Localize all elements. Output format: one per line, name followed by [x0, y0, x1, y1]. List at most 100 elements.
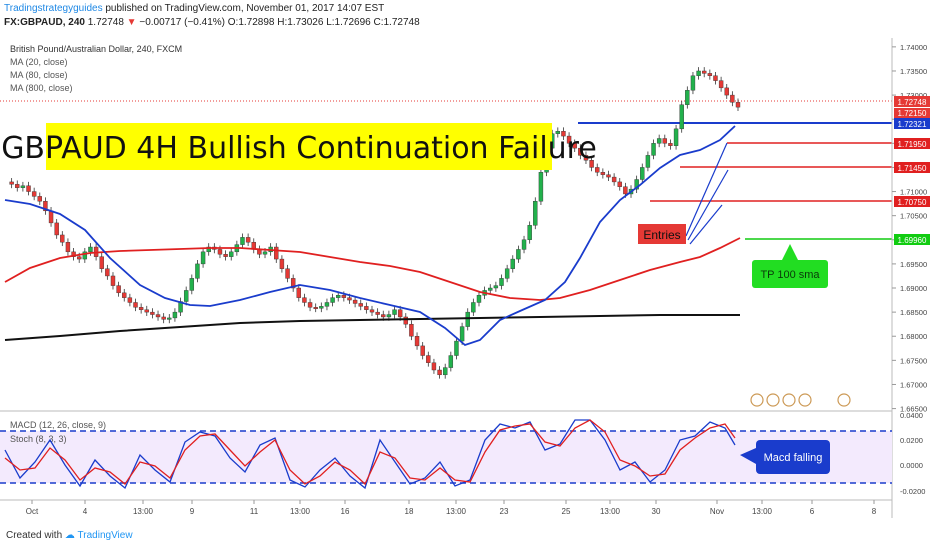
flag-gb-icon-2[interactable] [782, 393, 796, 407]
change-value: −0.00717 (−0.41%) [139, 17, 225, 28]
quote-line: FX:GBPAUD, 240 1.72748 ▼ −0.00717 (−0.41… [4, 17, 420, 28]
badge-target [894, 234, 930, 245]
candle-body [611, 176, 617, 183]
candle-body [369, 309, 375, 313]
publish-text: published on TradingView.com, November 0… [105, 3, 385, 14]
candle-body [9, 181, 14, 185]
candle-body [336, 295, 341, 298]
badge-entry-1-text: 1.71950 [898, 140, 927, 149]
candle-body [640, 167, 645, 180]
ma-800-legend: MA (800, close) [10, 83, 73, 93]
price-pane [0, 38, 892, 410]
ma-20-legend: MA (20, close) [10, 57, 68, 67]
candle-body [623, 186, 628, 195]
tp-label: TP 100 sma [760, 269, 820, 281]
candle-body [662, 138, 667, 144]
title-banner-bg [46, 123, 552, 170]
candle-body [690, 75, 696, 91]
macd-label-bg [756, 440, 830, 474]
time-tick-label: 11 [250, 507, 259, 516]
candle-body [347, 297, 352, 301]
candle-body [65, 241, 71, 253]
candle-body [510, 258, 515, 269]
time-tick-label: 23 [500, 507, 509, 516]
candle-body [656, 138, 662, 144]
osc-tick-label: -0.0200 [900, 487, 925, 496]
tradingview-logo-icon[interactable]: ☁ [64, 530, 75, 541]
candle-body [341, 295, 347, 298]
candle-body [437, 369, 442, 376]
candle-body [538, 172, 544, 202]
open-value: O:1.72898 [227, 17, 275, 28]
author-link[interactable]: Tradingstrategyguides [4, 3, 103, 14]
price-tick-label: 1.73500 [900, 67, 927, 76]
entries-label: Entries [643, 228, 680, 242]
price-tick-label: 1.70500 [900, 212, 927, 221]
flag-gb-icon-3[interactable] [798, 393, 812, 407]
candle-body [172, 311, 178, 319]
footer: Created with ☁ TradingView [6, 530, 133, 541]
badge-last-text: 1.72748 [898, 98, 927, 107]
flag-au-icon[interactable] [766, 393, 780, 407]
candle-body [54, 222, 59, 236]
badge-target-text: 1.69960 [898, 236, 927, 245]
candle-body [229, 251, 234, 257]
tp-label-bg [752, 260, 828, 288]
candle-body [386, 314, 392, 318]
candle-body [88, 246, 93, 253]
price-tick-label: 1.67000 [900, 380, 927, 389]
ma-20-line [4, 125, 736, 347]
time-tick-label: Oct [26, 507, 39, 516]
candle-body [533, 200, 538, 226]
price-tick-label: 1.71000 [900, 188, 927, 197]
stoch-legend: Stoch (8, 3, 3) [10, 434, 67, 444]
candle-body [600, 172, 606, 175]
flag-au-icon-2[interactable] [837, 393, 851, 407]
osc-tick-label: 0.0200 [900, 436, 923, 445]
stoch-d-line [4, 419, 736, 486]
badge-last [894, 96, 930, 107]
candle-body [195, 263, 200, 279]
candle-body [555, 131, 561, 134]
badge-support [894, 118, 930, 129]
osc-tick-label: 0.0000 [900, 461, 923, 470]
instrument-label: British Pound/Australian Dollar, 240, FX… [10, 44, 182, 54]
time-tick-label: 13:00 [290, 507, 311, 516]
badge-hidden [894, 108, 930, 118]
candle-body [302, 297, 307, 303]
candle-body [499, 278, 504, 286]
macd-label: Macd falling [764, 452, 823, 464]
candle-body [504, 268, 510, 279]
flag-gb-icon[interactable] [750, 393, 764, 407]
candle-body [206, 246, 211, 253]
candle-body [595, 167, 600, 173]
candle-body [572, 143, 577, 149]
candle-body [127, 297, 133, 303]
candle-body [566, 135, 572, 144]
candle-body [26, 185, 31, 192]
stoch-band [0, 431, 892, 483]
price-tick-label: 1.73000 [900, 91, 927, 100]
candle-body [713, 75, 718, 81]
candle-body [730, 94, 735, 103]
tp-callout: TP 100 sma [752, 244, 828, 288]
candle-body [493, 285, 499, 289]
candle-body [420, 345, 425, 356]
price-tick-label: 1.74000 [900, 43, 927, 52]
tradingview-brand[interactable]: TradingView [77, 530, 133, 541]
candle-body [443, 367, 448, 376]
ma-80-legend: MA (80, close) [10, 70, 68, 80]
candle-body [76, 256, 82, 260]
candle-body [561, 131, 566, 137]
candle-body [409, 323, 414, 337]
candle-body [589, 160, 594, 168]
ma-800-line [4, 314, 740, 341]
candle-body [240, 237, 245, 245]
candle-body [516, 249, 521, 260]
candle-body [448, 355, 454, 368]
candle-body [43, 200, 48, 212]
price-tick-label: 1.66500 [900, 405, 927, 414]
candle-body [183, 290, 189, 302]
time-tick-label: 13:00 [600, 507, 621, 516]
candle-body [397, 309, 403, 318]
